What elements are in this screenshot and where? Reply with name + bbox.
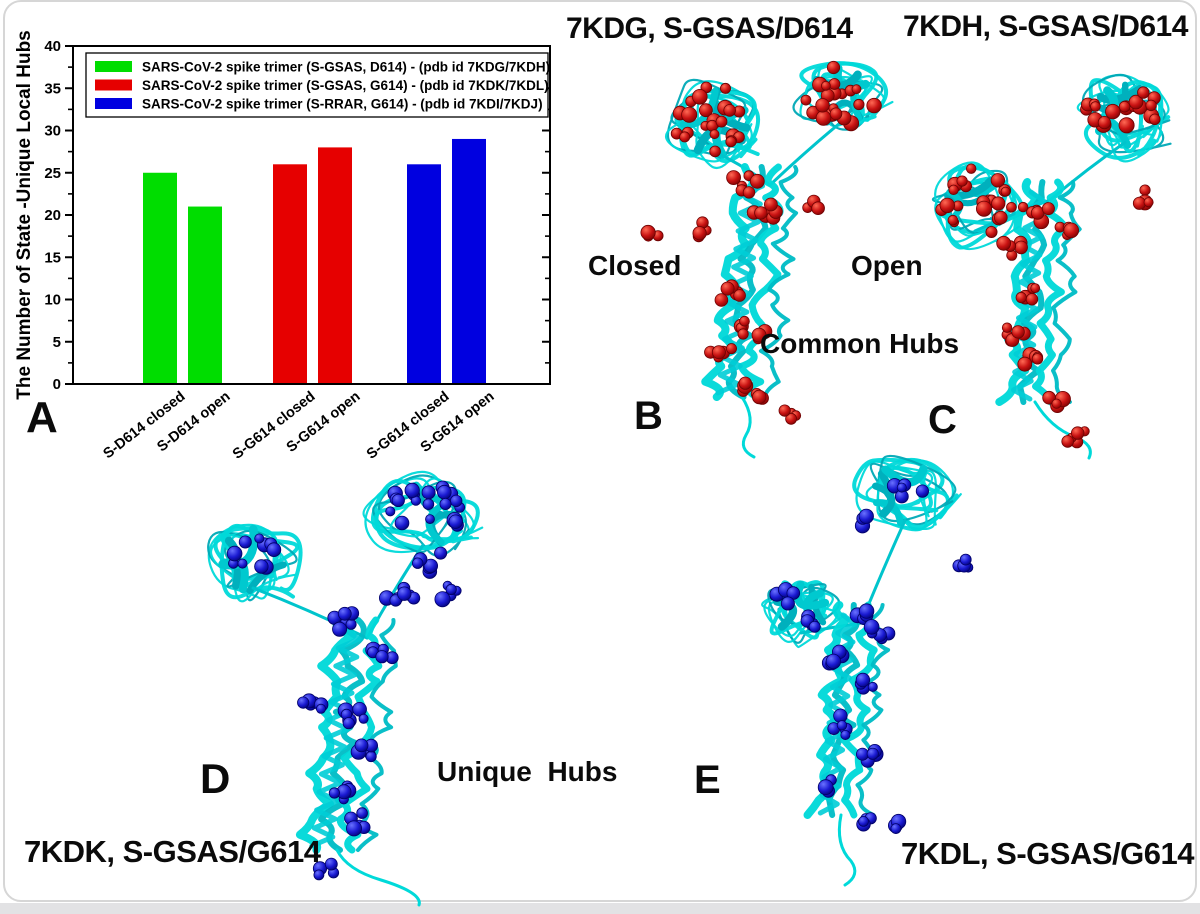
figure-card bbox=[3, 0, 1197, 902]
svg-text:SARS-CoV-2 spike trimer (S-GSA: SARS-CoV-2 spike trimer (S-GSAS, D614) -… bbox=[142, 60, 550, 75]
panel-letter-b: B bbox=[634, 394, 663, 438]
bar bbox=[143, 172, 177, 384]
bar bbox=[273, 164, 307, 384]
structure-title-d: 7KDK, S-GSAS/G614 bbox=[24, 834, 321, 869]
hub-count-bar-chart: 0 5 10 15 20 25 30 35 40 The Number of State -Uni… bbox=[14, 30, 551, 463]
svg-text:5: 5 bbox=[53, 334, 61, 351]
panel-letter-a: A bbox=[26, 393, 58, 442]
spike-structure-d bbox=[207, 470, 484, 907]
panel-letter-d: D bbox=[200, 755, 231, 802]
svg-text:SARS-CoV-2 spike trimer (S-RRA: SARS-CoV-2 spike trimer (S-RRAR, G614) -… bbox=[142, 97, 543, 112]
common-hubs-label: Common Hubs bbox=[760, 328, 960, 359]
spike-structure-c bbox=[931, 73, 1172, 460]
spike-structure-e bbox=[761, 454, 974, 887]
svg-text:15: 15 bbox=[44, 249, 61, 266]
panel-letter-e: E bbox=[694, 758, 721, 802]
svg-text:The Number of State -Unique L: The Number of State -Unique Local Hubs bbox=[14, 30, 35, 399]
svg-text:25: 25 bbox=[44, 165, 61, 182]
bars bbox=[143, 138, 486, 384]
panel-letter-c: C bbox=[928, 398, 957, 442]
hub-spheres bbox=[640, 60, 882, 425]
state-label-open: Open bbox=[851, 250, 923, 281]
svg-text:35: 35 bbox=[44, 80, 61, 97]
hub-spheres bbox=[935, 86, 1161, 449]
structure-title-b: 7KDG, S-GSAS/D614 bbox=[566, 12, 853, 45]
structure-title-e: 7KDL, S-GSAS/G614 bbox=[901, 836, 1194, 871]
hub-spheres bbox=[226, 480, 466, 881]
bar bbox=[407, 164, 441, 384]
svg-text:40: 40 bbox=[44, 38, 61, 55]
svg-text:SARS-CoV-2 spike trimer (S-GSA: SARS-CoV-2 spike trimer (S-GSAS, G614) -… bbox=[142, 78, 549, 93]
svg-text:0: 0 bbox=[53, 376, 61, 393]
page-bottom-strip bbox=[0, 903, 1200, 914]
svg-text:30: 30 bbox=[44, 123, 61, 140]
bar bbox=[188, 206, 222, 384]
bar bbox=[452, 138, 486, 384]
bar bbox=[318, 147, 352, 384]
svg-text:10: 10 bbox=[44, 292, 61, 309]
spike-structure-b bbox=[640, 60, 894, 459]
unique-hubs-label: Unique Hubs bbox=[437, 756, 618, 787]
chart-legend: SARS-CoV-2 spike trimer (S-GSAS, D614) -… bbox=[85, 52, 550, 118]
svg-text:20: 20 bbox=[44, 207, 61, 224]
hub-spheres bbox=[769, 478, 974, 835]
state-label-closed: Closed bbox=[588, 250, 682, 281]
ribbon-cartoon bbox=[761, 454, 962, 887]
structure-title-c: 7KDH, S-GSAS/D614 bbox=[903, 10, 1188, 43]
